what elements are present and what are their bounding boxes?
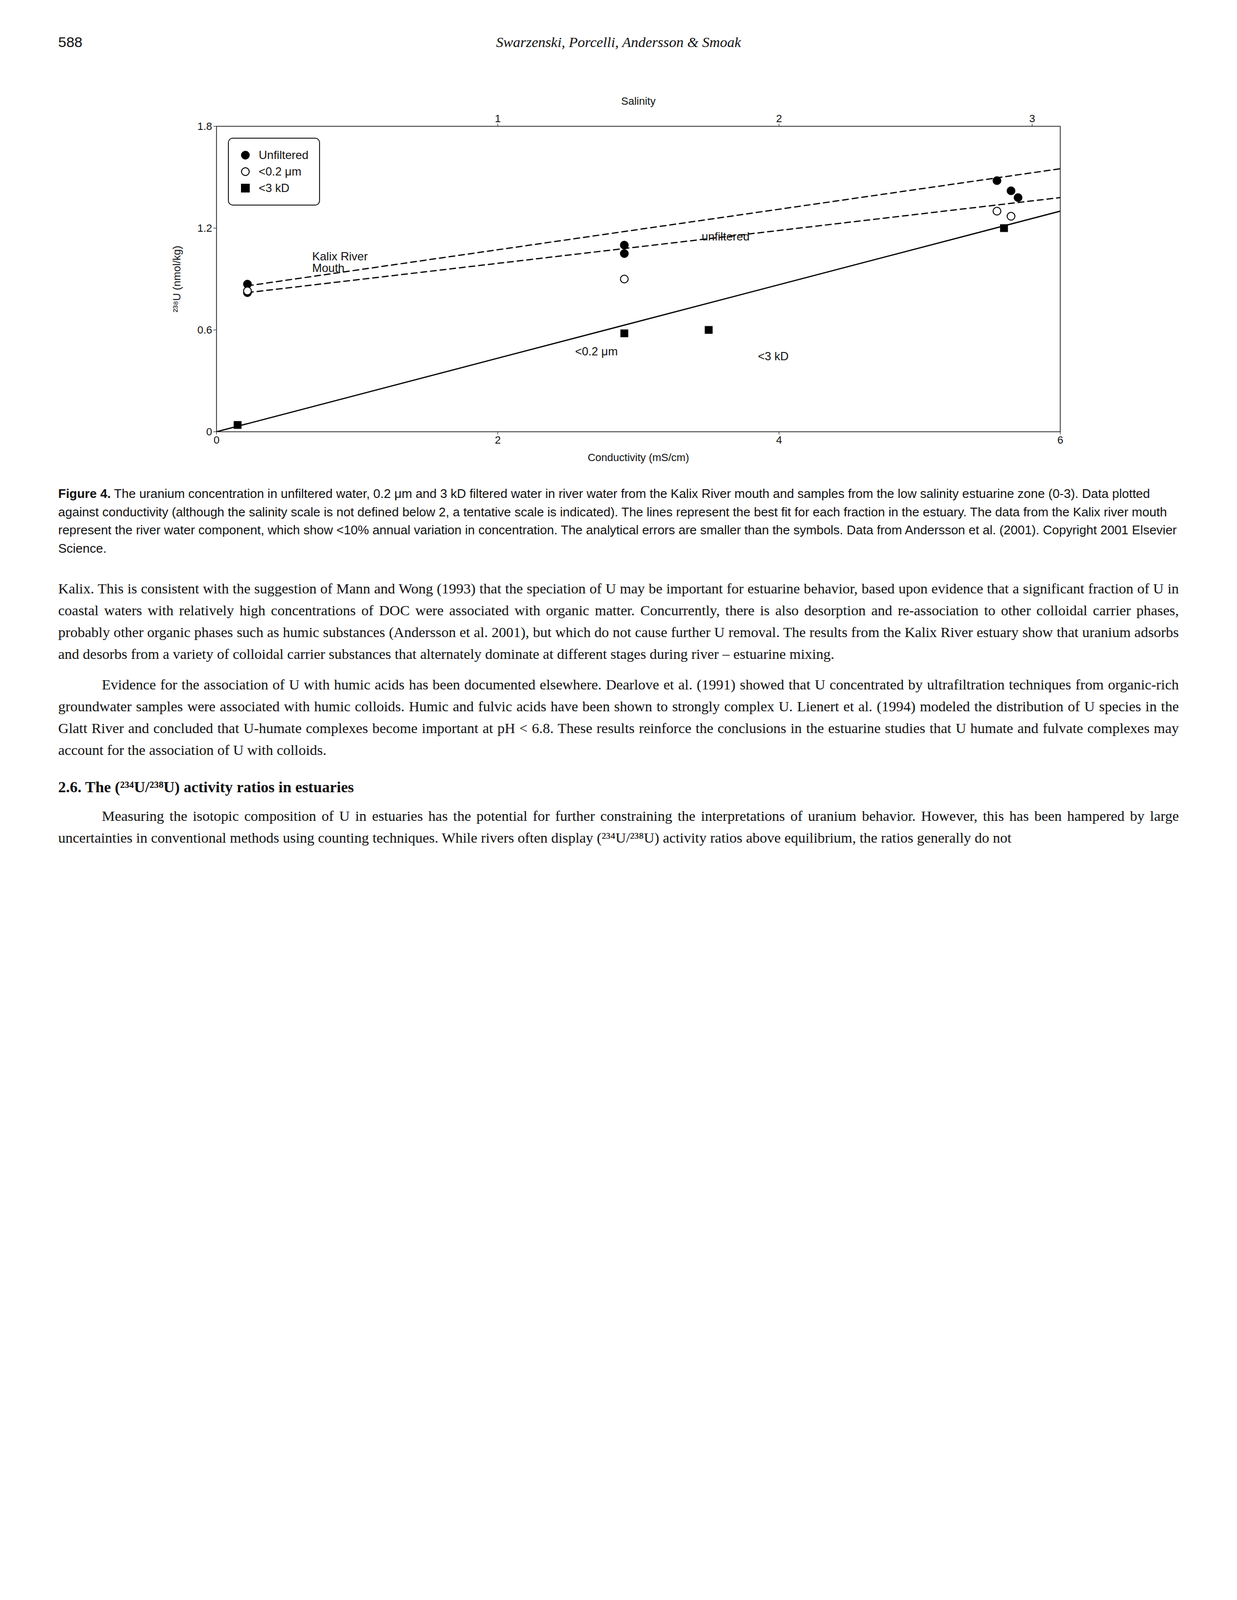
- svg-text:Conductivity (mS/cm): Conductivity (mS/cm): [587, 451, 689, 464]
- html-text:Swarzenski, Porcelli, Andersso: Swarzenski, Porcelli, Andersson & Smoak: [496, 33, 741, 50]
- html-text:Unfiltered: Unfiltered: [258, 148, 309, 162]
- html-text:Figure 4. The uranium concentr: Figure 4. The uranium concentration in u…: [58, 486, 1181, 556]
- html-text:Measuring the isotopic composi: Measuring the isotopic composition of U …: [58, 807, 1179, 846]
- svg-text:2: 2: [775, 112, 782, 125]
- html-text:2.6. The (²³⁴U/²³⁸U) activity: 2.6. The (²³⁴U/²³⁸U) activity ratios in …: [58, 778, 354, 796]
- html-text:588: 588: [58, 33, 83, 50]
- html-text:Evidence for the association o: Evidence for the association of U with h…: [58, 676, 1179, 758]
- svg-text:6: 6: [1057, 433, 1063, 447]
- svg-text:1.2: 1.2: [196, 222, 212, 235]
- svg-text:3: 3: [1028, 112, 1035, 125]
- svg-text:1: 1: [494, 112, 501, 125]
- svg-text:1.8: 1.8: [196, 120, 212, 133]
- svg-text:4: 4: [775, 433, 782, 447]
- svg-text:0: 0: [206, 425, 212, 438]
- svg-text:Salinity: Salinity: [621, 95, 656, 108]
- html-text:<0.2 μm: <0.2 μm: [258, 164, 302, 178]
- html-text:<3 kD: <3 kD: [258, 181, 290, 195]
- svg-text:2: 2: [494, 433, 501, 447]
- svg-text:0.6: 0.6: [196, 323, 212, 337]
- svg-text:0: 0: [213, 433, 220, 447]
- html-text:Kalix. This is consistent with: Kalix. This is consistent with the sugge…: [58, 580, 1179, 662]
- svg-text:<3 kD: <3 kD: [757, 349, 789, 363]
- svg-text:<0.2 μm: <0.2 μm: [575, 344, 618, 358]
- svg-text:²³⁸U (nmol/kg): ²³⁸U (nmol/kg): [170, 245, 183, 313]
- svg-text:unfiltered: unfiltered: [701, 229, 750, 243]
- svg-text:Kalix RiverMouth: Kalix RiverMouth: [311, 249, 368, 275]
